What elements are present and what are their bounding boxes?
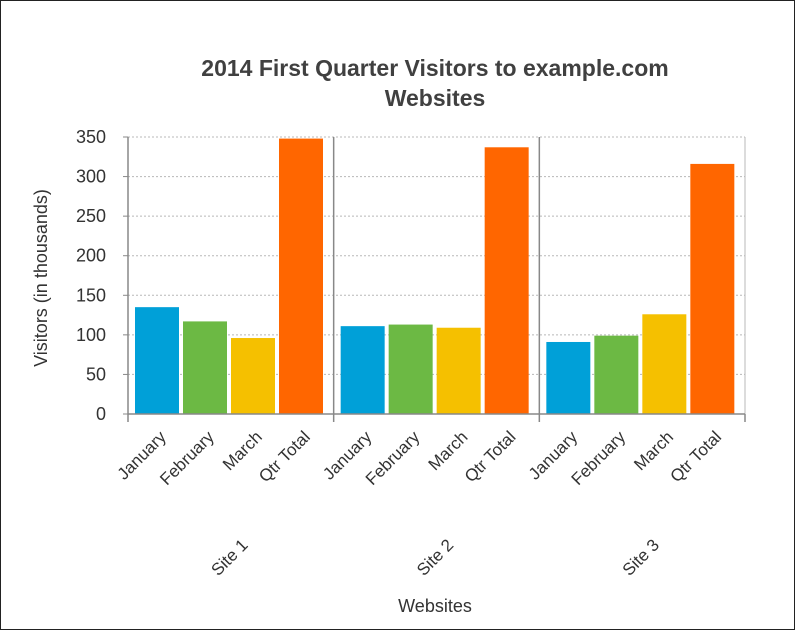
axes (123, 136, 746, 422)
y-tick-label: 150 (76, 285, 106, 305)
grid-lines (128, 136, 745, 375)
bar-site-2-february (388, 324, 433, 414)
y-tick-label: 0 (96, 404, 106, 424)
bar-site-3-february (594, 335, 639, 414)
bar-site-3-qtr-total (690, 163, 735, 414)
bar-site-1-january (135, 307, 179, 414)
bar-site-3-march (642, 314, 687, 414)
y-axis-title: Visitors (in thousands) (31, 189, 51, 367)
bar-site-2-qtr-total (484, 147, 529, 414)
category-label: February (362, 427, 424, 489)
category-label: February (568, 427, 630, 489)
category-label: March (219, 427, 266, 474)
chart-title-line2: Websites (384, 85, 486, 111)
bar-site-2-march (436, 327, 481, 414)
category-label: Qtr Total (461, 427, 520, 486)
bar-site-2-january (340, 326, 385, 414)
chart-title-line1: 2014 First Quarter Visitors to example.c… (201, 55, 669, 81)
bar-site-1-qtr-total (279, 138, 323, 414)
chart-title: 2014 First Quarter Visitors to example.c… (85, 53, 785, 113)
bars (135, 138, 735, 414)
bar-site-1-march (231, 338, 275, 414)
bar-site-3-january (546, 341, 591, 414)
bar-site-1-february (183, 321, 227, 414)
group-label: Site 2 (413, 535, 457, 579)
y-tick-label: 350 (76, 127, 106, 147)
y-tick-label: 100 (76, 325, 106, 345)
category-label: February (156, 427, 218, 489)
group-label: Site 3 (619, 535, 663, 579)
y-tick-label: 300 (76, 167, 106, 187)
y-tick-label: 250 (76, 206, 106, 226)
x-axis-title: Websites (398, 596, 472, 616)
category-label: March (425, 427, 472, 474)
category-label: March (630, 427, 677, 474)
category-label: Qtr Total (255, 427, 314, 486)
y-tick-label: 50 (86, 364, 106, 384)
group-label: Site 1 (207, 535, 251, 579)
y-tick-label: 200 (76, 246, 106, 266)
category-label: Qtr Total (667, 427, 726, 486)
